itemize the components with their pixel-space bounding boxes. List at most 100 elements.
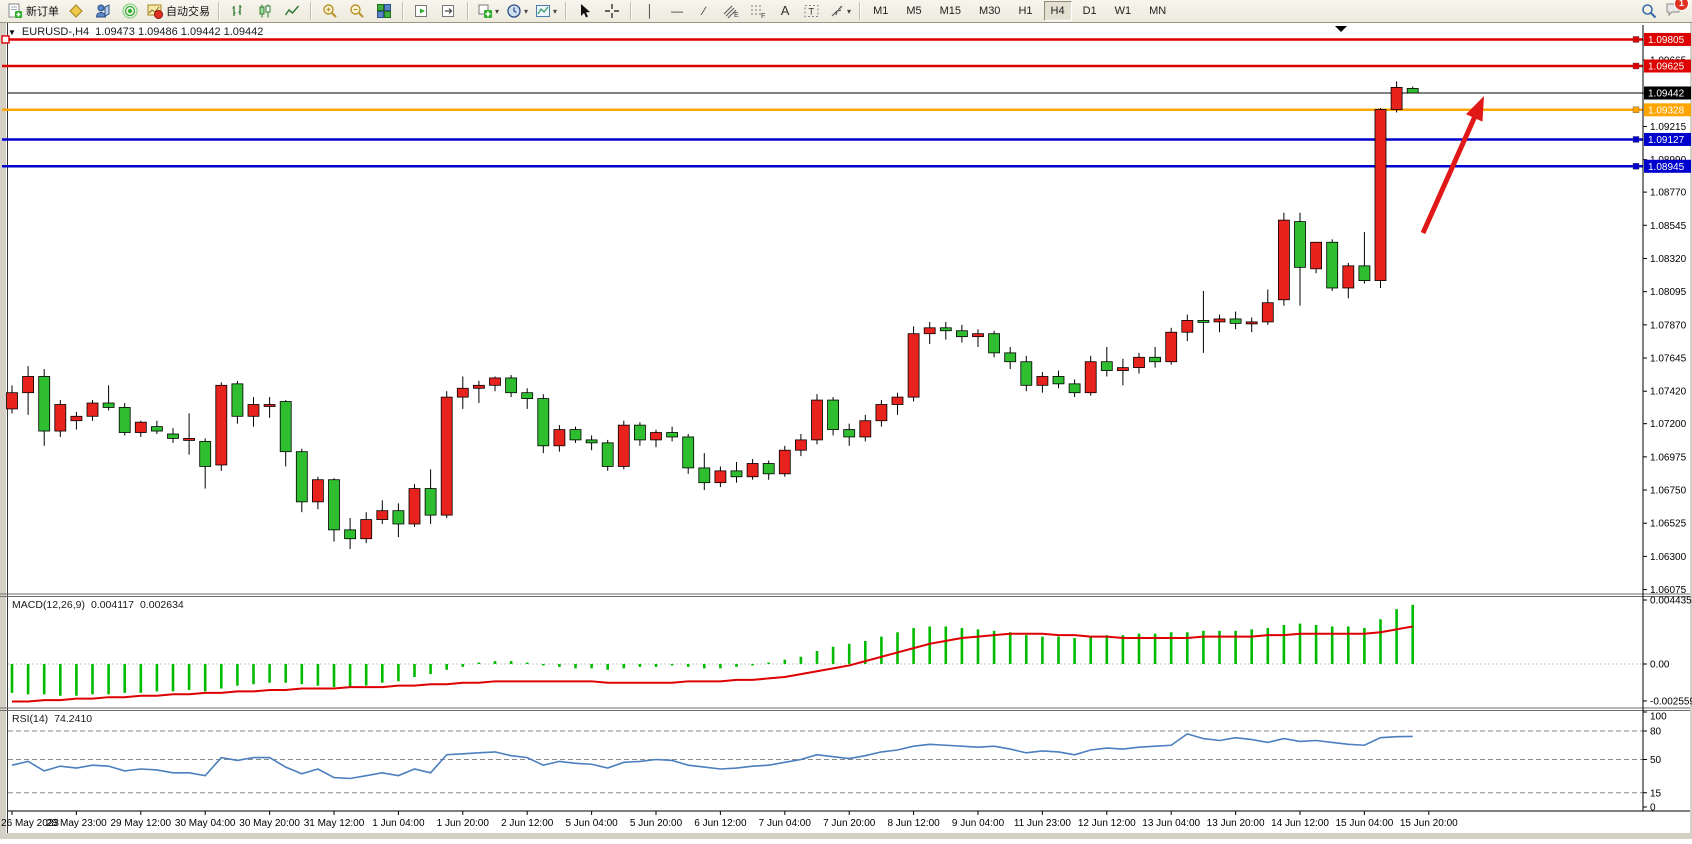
candle-down <box>1229 318 1242 324</box>
navigator-icon <box>122 3 138 19</box>
templates-icon <box>536 5 551 17</box>
svg-text:T: T <box>809 7 815 17</box>
text-label-button[interactable]: T <box>799 0 825 22</box>
line-end-handle[interactable] <box>1632 62 1640 70</box>
periods-button[interactable]: ▾ <box>503 0 531 22</box>
candlestick-chart-icon <box>259 4 271 18</box>
svg-text:E: E <box>734 12 739 19</box>
candle-down <box>199 440 212 467</box>
line-selection-handle[interactable] <box>1 35 10 44</box>
rsi-axis-label: 100 <box>1650 712 1667 723</box>
indicators-button[interactable]: ▾ <box>474 0 502 22</box>
line-end-handle[interactable] <box>1632 136 1640 143</box>
time-axis-label: 12 Jun 12:00 <box>1078 818 1136 829</box>
profiles-button[interactable] <box>90 0 116 22</box>
candle-up <box>795 439 807 451</box>
price-badge <box>1644 103 1691 117</box>
time-axis-label: 7 Jun 20:00 <box>823 818 876 829</box>
candle-up <box>54 404 67 432</box>
candle-up <box>134 421 147 433</box>
time-axis-label: 15 Jun 20:00 <box>1400 818 1458 829</box>
timeframe-button-h1[interactable]: H1 <box>1018 5 1033 17</box>
time-axis-label: 7 Jun 04:00 <box>759 818 812 829</box>
candle-up <box>183 438 196 441</box>
candle-down <box>424 488 437 516</box>
time-axis-label: 1 Jun 04:00 <box>372 818 425 829</box>
tile-windows-button[interactable] <box>371 0 397 22</box>
timeframe-button-m30[interactable]: M30 <box>979 5 1001 17</box>
candle-down <box>328 479 340 531</box>
line-end-handle[interactable] <box>1632 163 1640 170</box>
price-axis-tick-label: 1.09215 <box>1650 122 1687 133</box>
line-chart-button[interactable] <box>279 0 305 22</box>
candlestick-chart-button[interactable] <box>252 0 278 22</box>
chat-button[interactable]: 1 <box>1665 0 1689 22</box>
fibonacci-button[interactable]: F <box>745 0 771 22</box>
candle-down <box>392 510 405 525</box>
equidistant-channel-icon: E <box>723 5 739 19</box>
templates-button[interactable]: ▾ <box>532 0 560 22</box>
trendline-button[interactable]: ∕ <box>691 0 717 22</box>
arrows-button[interactable]: ▾ <box>826 0 854 22</box>
horizontal-line-icon: — <box>671 4 684 18</box>
main-toolbar: 新订单 自动交易 <box>0 0 1692 23</box>
price-badge-label: 1.09625 <box>1648 62 1685 73</box>
timeframe-button-w1[interactable]: W1 <box>1114 5 1132 17</box>
timeframe-button-mn[interactable]: MN <box>1149 5 1167 17</box>
trendline-icon: ∕ <box>703 4 706 18</box>
indicators-icon <box>478 4 492 18</box>
dropdown-arrow-icon: ▾ <box>847 6 852 16</box>
horizontal-line-button[interactable]: — <box>664 0 690 22</box>
trend-arrow-head[interactable] <box>1466 96 1484 122</box>
time-axis-label: 15 Jun 04:00 <box>1335 818 1393 829</box>
line-end-handle[interactable] <box>1632 106 1640 114</box>
trend-arrow-shaft[interactable] <box>1420 111 1479 235</box>
price-axis-tick-label: 1.07645 <box>1650 354 1687 365</box>
zoom-out-button[interactable] <box>344 0 370 22</box>
candle-up <box>650 432 662 441</box>
candle-down <box>1197 320 1210 323</box>
timeframe-button-m1[interactable]: M1 <box>873 5 889 17</box>
candle-up <box>1310 241 1322 270</box>
timeframe-button-d1[interactable]: D1 <box>1082 5 1097 17</box>
price-badge-label: 1.09805 <box>1648 35 1685 46</box>
chart-menu-icon[interactable]: ▼ <box>8 27 16 37</box>
line-end-handle[interactable] <box>1632 36 1640 43</box>
autotrading-button[interactable]: 自动交易 <box>144 0 213 22</box>
bar-chart-icon <box>232 5 242 16</box>
macd-axis-label: -0.002559 <box>1650 696 1692 707</box>
bar-chart-button[interactable] <box>225 0 251 22</box>
timeframe-button-h4[interactable]: H4 <box>1043 1 1072 21</box>
candle-up <box>376 510 389 520</box>
candle-up <box>86 402 99 417</box>
crosshair-button[interactable] <box>599 0 625 22</box>
text-button[interactable]: A <box>772 0 798 22</box>
zoom-in-button[interactable] <box>317 0 343 22</box>
cursor-button[interactable] <box>572 0 598 22</box>
svg-text:F: F <box>761 13 765 19</box>
candle-up <box>311 479 324 503</box>
chart-shift-button[interactable] <box>436 0 462 22</box>
new-order-icon <box>8 3 22 18</box>
equidistant-channel-button[interactable]: E <box>718 0 744 22</box>
price-axis-tick-label: 1.06975 <box>1650 452 1687 463</box>
navigator-button[interactable] <box>117 0 143 22</box>
vertical-line-button[interactable]: │ <box>637 0 663 22</box>
periods-icon <box>507 4 521 18</box>
timeframe-button-m5[interactable]: M5 <box>906 5 922 17</box>
time-axis-label: 29 May 12:00 <box>110 818 171 829</box>
candle-up <box>923 327 936 335</box>
candle-down <box>1052 376 1065 385</box>
new-chart-button[interactable] <box>63 0 89 22</box>
candle-down <box>1068 383 1081 394</box>
dropdown-arrow-icon: ▾ <box>524 6 529 16</box>
candle-down <box>505 377 518 394</box>
new-order-button[interactable]: 新订单 <box>4 0 62 22</box>
candle-down <box>569 429 582 441</box>
timeframe-button-m15[interactable]: M15 <box>939 5 962 17</box>
chart-shift-marker[interactable] <box>1335 26 1347 32</box>
toolbar-right-tools: 1 <box>1641 0 1689 22</box>
auto-scroll-button[interactable] <box>409 0 435 22</box>
search-icon[interactable] <box>1641 3 1657 19</box>
